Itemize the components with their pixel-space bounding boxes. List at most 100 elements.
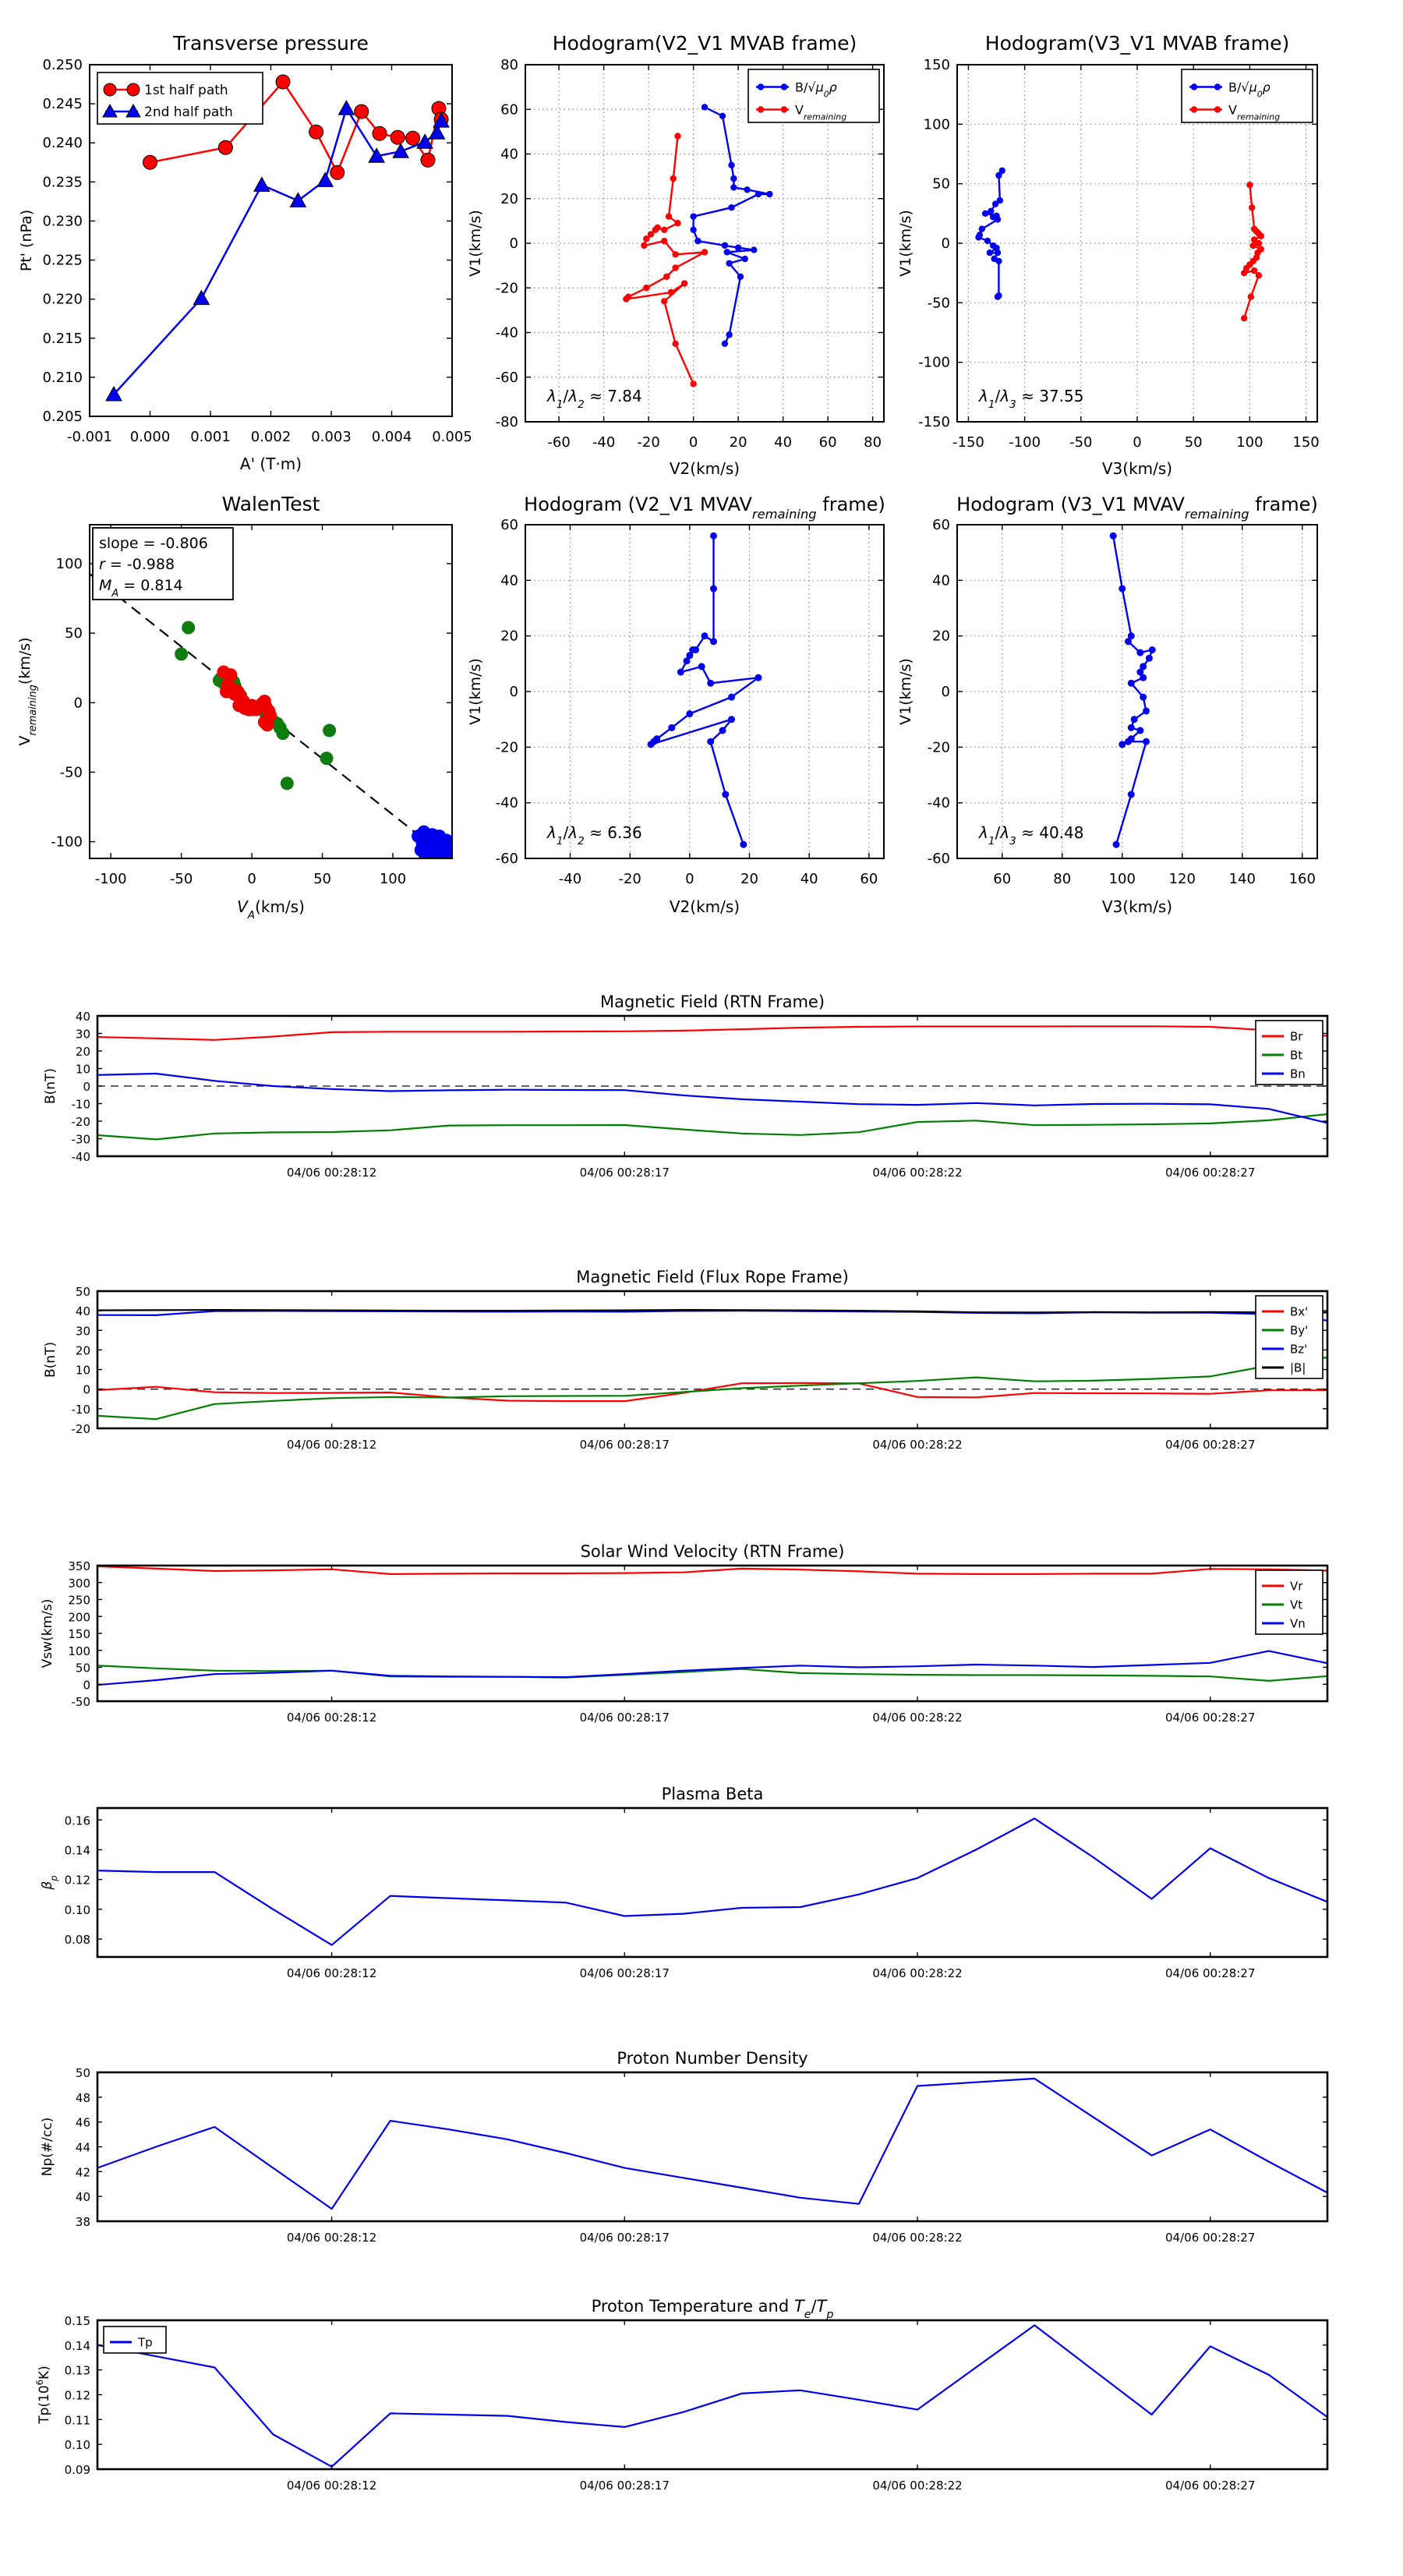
x-tick-label: -50 [170, 871, 193, 887]
legend: Bx' By' Bz' |B| [1255, 1295, 1323, 1379]
x-tick-label: 120 [1169, 871, 1196, 887]
y-tick-label: 80 [500, 57, 518, 73]
y-tick-label: 0.240 [42, 135, 83, 151]
legend-label: B/√μ0ρ [1228, 80, 1270, 100]
legend: 1st half path 2nd half path [97, 72, 263, 125]
x-tick-label: 04/06 00:28:12 [287, 1966, 376, 1980]
x-tick-label: 04/06 00:28:22 [872, 1438, 962, 1452]
x-tick-label: -100 [95, 871, 127, 887]
x-tick-label: 140 [1229, 871, 1256, 887]
panel-plasma-beta: 04/06 00:28:12 04/06 00:28:17 04/06 00:28:… [40, 1785, 1329, 1980]
y-tick-label: 0.16 [65, 1813, 90, 1828]
panel-mag-fluxrope: 04/06 00:28:12 04/06 00:28:17 04/06 00:28:… [43, 1268, 1329, 1452]
y-axis-label: V1(km/s) [897, 210, 914, 277]
x-tick-label: 20 [740, 871, 758, 887]
x-tick-label: 60 [860, 871, 878, 887]
series-Vr [97, 1566, 1327, 1575]
x-tick-label: 40 [800, 871, 818, 887]
x-tick-label: 04/06 00:28:27 [1165, 2479, 1255, 2493]
y-tick-label: -150 [918, 414, 950, 430]
series-Vn [97, 1650, 1327, 1686]
x-tick-label: 04/06 00:28:17 [580, 2231, 670, 2245]
y-tick-label: 20 [76, 1045, 90, 1059]
y-axis-label: Vremaining(km/s) [16, 637, 39, 745]
y-tick-label: 100 [924, 116, 950, 133]
y-tick-label: 0.08 [65, 1933, 90, 1947]
x-tick-label: 04/06 00:28:27 [1165, 1711, 1255, 1725]
legend-label: Vremaining [1228, 103, 1280, 122]
legend-label: Bz' [1290, 1343, 1307, 1357]
y-tick-label: -60 [928, 851, 950, 867]
x-tick-label: 04/06 00:28:22 [872, 2479, 962, 2493]
x-tick-label: 0 [1133, 434, 1141, 451]
y-tick-label: 10 [76, 1063, 90, 1077]
series-1st-half-path [143, 74, 449, 180]
y-tick-label: -40 [496, 795, 518, 812]
panel-hodogram-v3v1-mvav: 60 80 100 120 140 160 -60 -40 -20 0 20 40 60 Hodogram… [897, 494, 1318, 916]
x-tick-label: 04/06 00:28:17 [580, 2479, 670, 2493]
y-tick-label: 350 [68, 1559, 90, 1573]
y-tick-label: 0.210 [42, 370, 83, 386]
series-V-remaining [623, 133, 709, 387]
x-tick-label: -40 [592, 434, 615, 451]
y-tick-label: 42 [76, 2165, 90, 2179]
y-tick-label: 0.205 [42, 409, 83, 425]
panel-transverse-pressure: -0.001 0.000 0.001 0.002 0.003 0.004 0.005 0.20… [18, 32, 472, 473]
y-tick-label: 0 [83, 1678, 90, 1692]
x-tick-label: 0 [247, 871, 256, 887]
x-tick-label: 60 [993, 871, 1011, 887]
panel-hodogram-v3v1-mvab: -150 -100 -50 0 50 100 150 -150 -100 -50 0 50 100 150… [897, 32, 1320, 478]
x-tick-label: 0.001 [190, 429, 231, 445]
y-tick-label: 0.15 [65, 2314, 90, 2328]
x-tick-label: 0 [685, 871, 694, 887]
y-tick-label: 200 [68, 1610, 90, 1624]
y-tick-label: -20 [496, 739, 518, 755]
y-tick-label: 0.250 [42, 57, 83, 73]
series-2nd-half-path [105, 100, 450, 402]
y-tick-label: 0.12 [65, 2389, 90, 2403]
x-axis-label: V2(km/s) [670, 459, 740, 478]
y-tick-label: 0.14 [65, 2339, 90, 2353]
x-tick-label: 04/06 00:28:27 [1165, 2231, 1255, 2245]
panel-walen-test: -100 -50 0 50 100 -100 -50 0 50 100 WalenTest VA(km… [16, 493, 453, 922]
legend: Vr Vt Vn [1255, 1569, 1323, 1635]
series-walen-red-points [217, 665, 277, 732]
chart-title: Proton Temperature and Te/Tp [592, 2297, 834, 2321]
y-tick-label: 0.14 [65, 1843, 90, 1857]
legend-label: |B| [1290, 1361, 1306, 1375]
x-tick-label: 0.005 [432, 429, 472, 445]
series-V-remaining [1240, 181, 1265, 322]
y-axis-label: Vsw(km/s) [40, 1599, 55, 1668]
y-tick-label: 0 [74, 695, 83, 711]
x-tick-label: 04/06 00:28:12 [287, 2231, 376, 2245]
x-tick-label: -0.001 [67, 429, 112, 445]
y-tick-label: 250 [68, 1594, 90, 1608]
y-tick-label: 150 [68, 1627, 90, 1641]
panel-hodogram-v2v1-mvav: -40 -20 0 20 40 60 -60 -40 -20 0 20 40 60 Hodogram (V… [467, 494, 885, 916]
y-tick-label: 0.225 [42, 253, 83, 269]
y-axis-label: V1(km/s) [467, 210, 484, 277]
stats-line: MA = 0.814 [99, 577, 183, 600]
series-Bx-prime [97, 1382, 1327, 1403]
x-tick-label: 0.003 [311, 429, 352, 445]
y-tick-label: 300 [68, 1576, 90, 1591]
series-hodogram-line [1109, 532, 1156, 848]
y-tick-label: 60 [500, 517, 518, 533]
x-tick-label: 50 [1185, 434, 1203, 451]
series-Np [97, 2077, 1327, 2210]
x-tick-label: 80 [864, 434, 882, 451]
x-tick-label: -20 [637, 434, 659, 451]
series-Br [97, 1025, 1327, 1041]
x-tick-label: 04/06 00:28:17 [580, 1438, 670, 1452]
y-tick-label: 150 [924, 57, 950, 73]
legend-label: Bn [1290, 1067, 1306, 1081]
legend-label: Vt [1290, 1598, 1302, 1612]
x-tick-label: 150 [1292, 434, 1319, 451]
chart-title: Magnetic Field (Flux Rope Frame) [576, 1268, 849, 1286]
x-tick-label: 100 [1109, 871, 1136, 887]
panel-proton-temp: 04/06 00:28:12 04/06 00:28:17 04/06 00:28:… [34, 2297, 1329, 2493]
x-tick-label: 0.004 [372, 429, 412, 445]
y-tick-label: -40 [496, 325, 518, 341]
